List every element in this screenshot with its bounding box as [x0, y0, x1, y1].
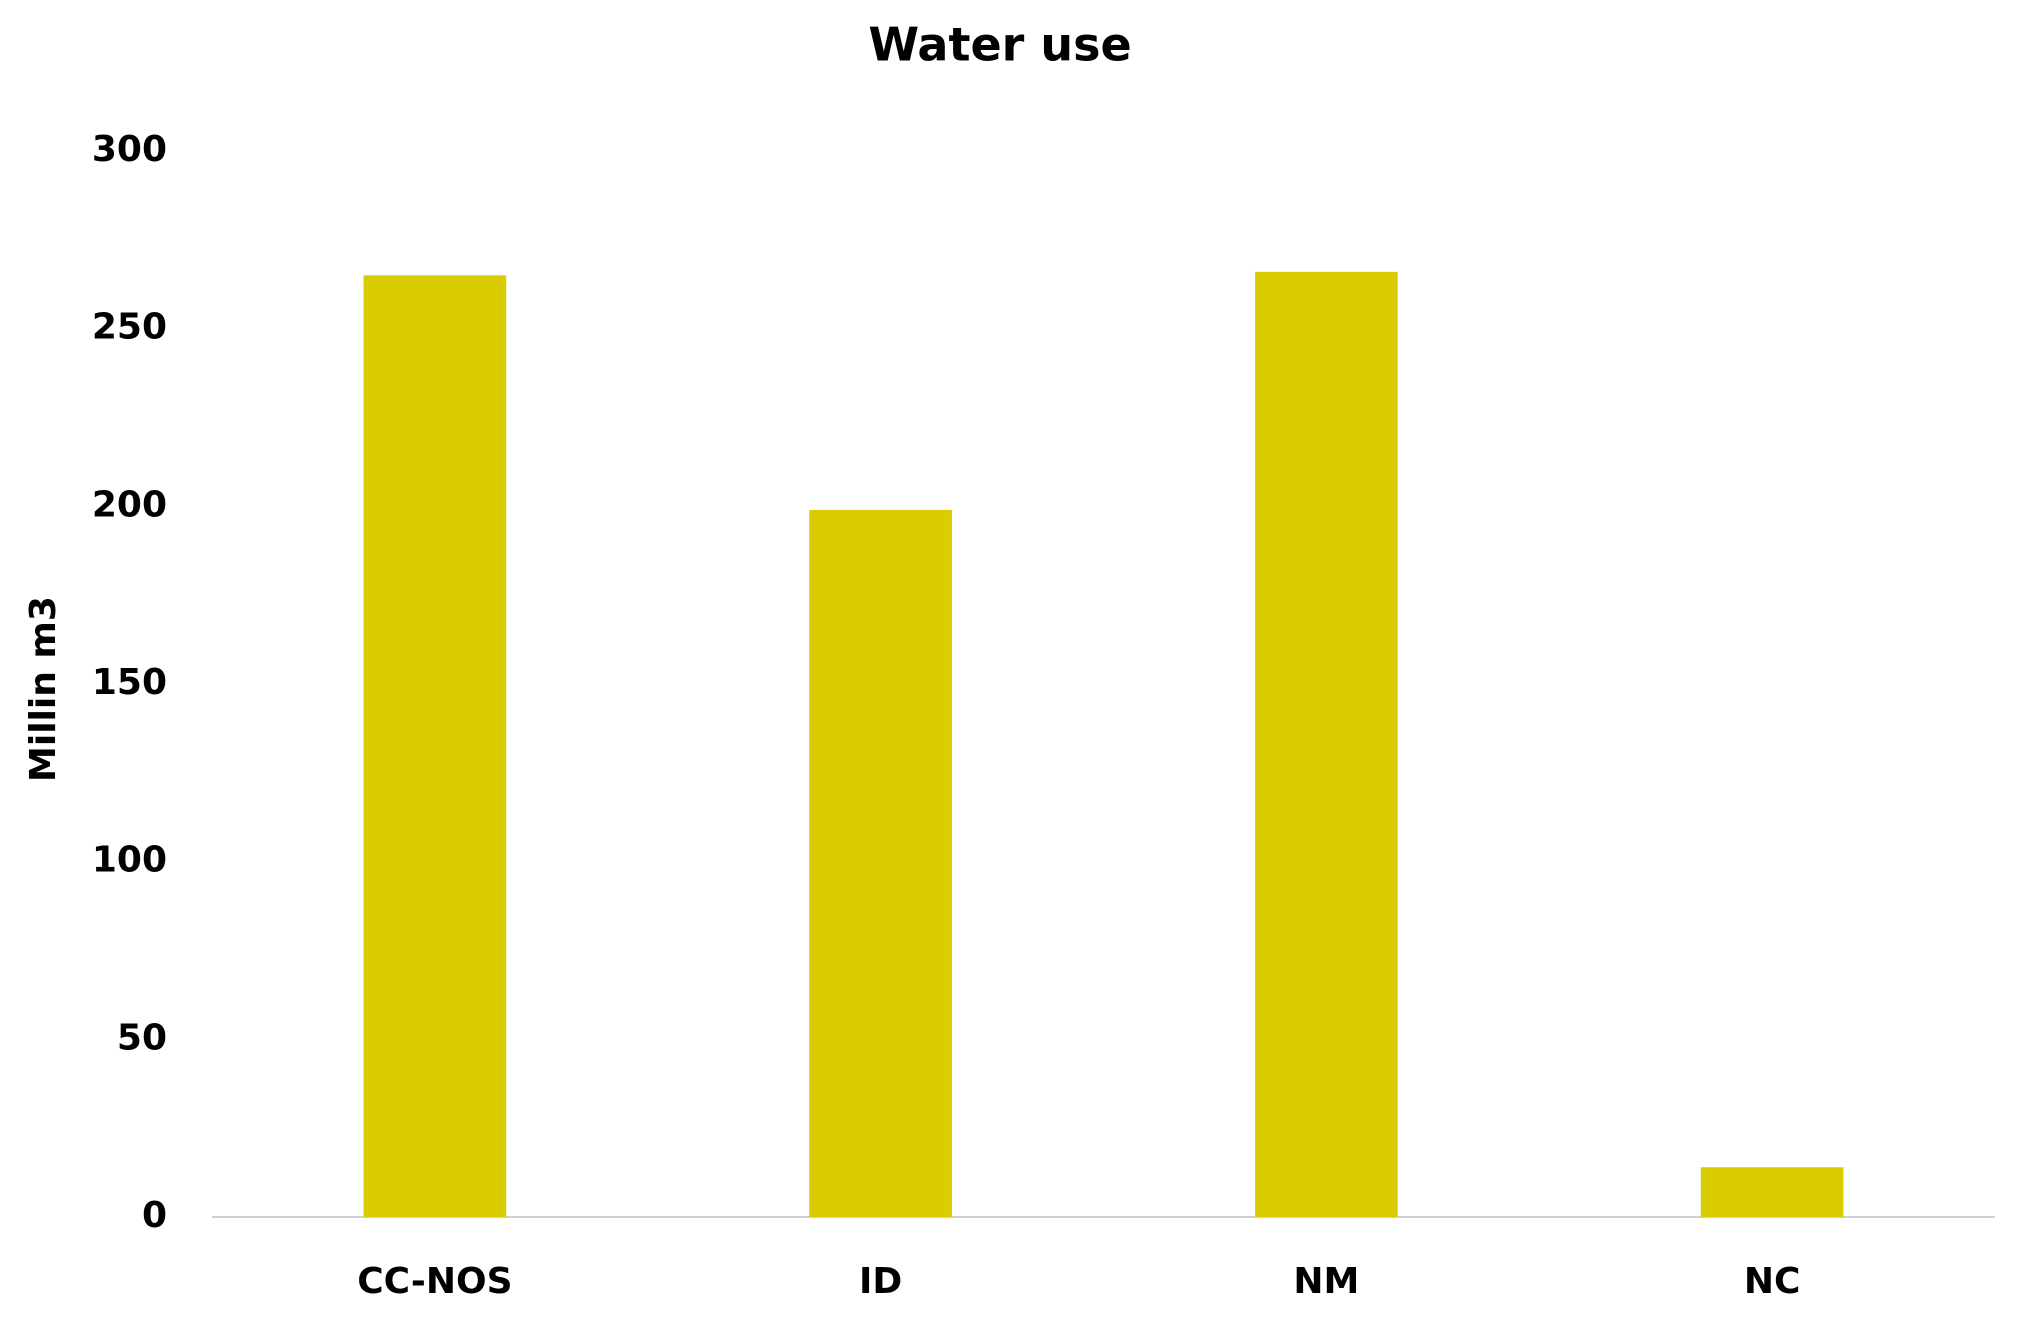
y-tick-label: 300: [92, 129, 167, 170]
x-tick-label: CC-NOS: [357, 1261, 512, 1302]
bar: [1700, 1167, 1844, 1217]
chart-title: Water use: [868, 18, 1131, 72]
y-tick-label: 50: [117, 1017, 167, 1058]
bar: [809, 509, 952, 1217]
y-tick-label: 250: [92, 307, 167, 348]
x-tick-label: NM: [1293, 1261, 1359, 1302]
bar: [1255, 271, 1398, 1217]
y-tick-label: 150: [92, 662, 167, 703]
x-tick-label: ID: [859, 1261, 902, 1302]
y-tick-label: 100: [92, 840, 167, 881]
y-tick-label: 0: [142, 1195, 167, 1236]
bar: [363, 275, 507, 1217]
x-tick-label: NC: [1744, 1261, 1801, 1302]
y-tick-label: 200: [92, 484, 167, 525]
y-axis-label: Millin m3: [23, 596, 64, 782]
